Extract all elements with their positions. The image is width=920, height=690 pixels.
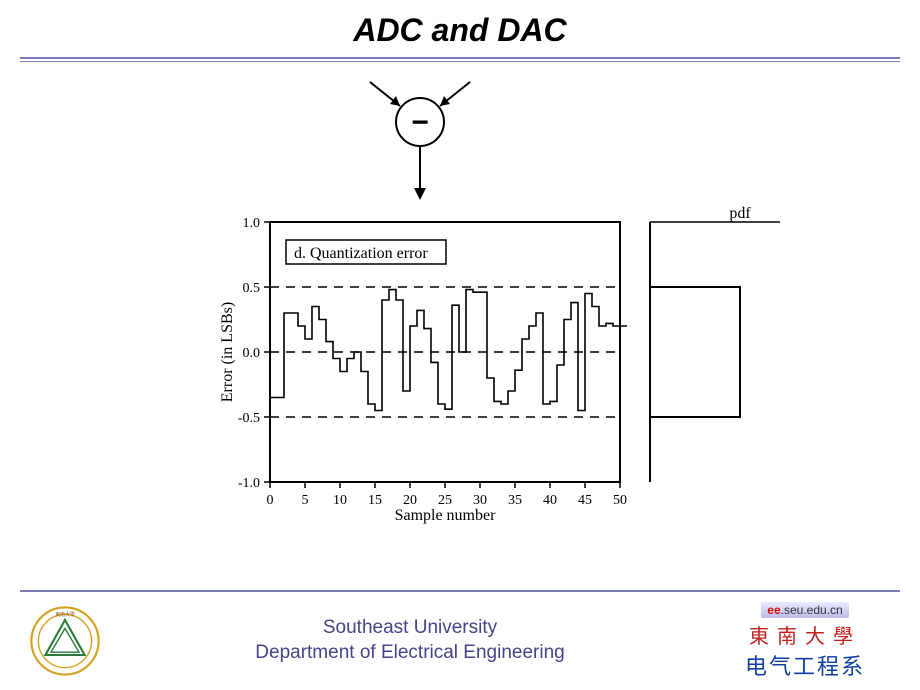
svg-text:10: 10 xyxy=(333,493,347,508)
footer-line1: Southeast University xyxy=(255,616,564,641)
svg-text:-1.0: -1.0 xyxy=(238,476,260,491)
svg-text:25: 25 xyxy=(438,493,452,508)
svg-text:30: 30 xyxy=(473,493,487,508)
pdf-plot: pdf xyxy=(650,205,780,482)
svg-text:−: − xyxy=(411,106,429,139)
footer-text: Southeast University Department of Elect… xyxy=(255,616,564,665)
svg-text:45: 45 xyxy=(578,493,592,508)
svg-text:0: 0 xyxy=(267,493,274,508)
svg-text:40: 40 xyxy=(543,493,557,508)
svg-text:0.5: 0.5 xyxy=(243,281,261,296)
panel-label: d. Quantization error xyxy=(294,245,428,262)
svg-text:50: 50 xyxy=(613,493,627,508)
cn-dept-name: 电气工程系 xyxy=(745,649,865,681)
x-axis-label: Sample number xyxy=(395,507,497,524)
svg-text:0.0: 0.0 xyxy=(243,346,261,361)
footer-line2: Department of Electrical Engineering xyxy=(255,641,564,666)
pdf-label: pdf xyxy=(729,205,751,222)
footer: 東南大學 Southeast University Department of … xyxy=(0,590,920,690)
url-box: ee.seu.edu.cn xyxy=(761,602,848,618)
y-axis-label: Error (in LSBs) xyxy=(220,302,236,402)
diagram-svg: − d. Quantization error Error (in LSBs) … xyxy=(220,62,820,542)
svg-text:35: 35 xyxy=(508,493,522,508)
title-divider-thick xyxy=(20,57,900,59)
svg-text:1.0: 1.0 xyxy=(243,216,261,231)
page-title: ADC and DAC xyxy=(0,0,920,57)
footer-divider xyxy=(20,590,900,592)
dept-logo: ee.seu.edu.cn 東南大學 电气工程系 xyxy=(720,606,890,676)
cn-univ-name: 東南大學 xyxy=(749,620,861,649)
svg-text:20: 20 xyxy=(403,493,417,508)
quantization-error-chart: d. Quantization error Error (in LSBs) Sa… xyxy=(220,216,627,524)
svg-text:15: 15 xyxy=(368,493,382,508)
svg-text:5: 5 xyxy=(302,493,309,508)
content-area: − d. Quantization error Error (in LSBs) … xyxy=(0,62,920,562)
summing-node: − xyxy=(370,82,470,200)
svg-text:-0.5: -0.5 xyxy=(238,411,260,426)
seu-seal-icon: 東南大學 xyxy=(30,606,100,676)
